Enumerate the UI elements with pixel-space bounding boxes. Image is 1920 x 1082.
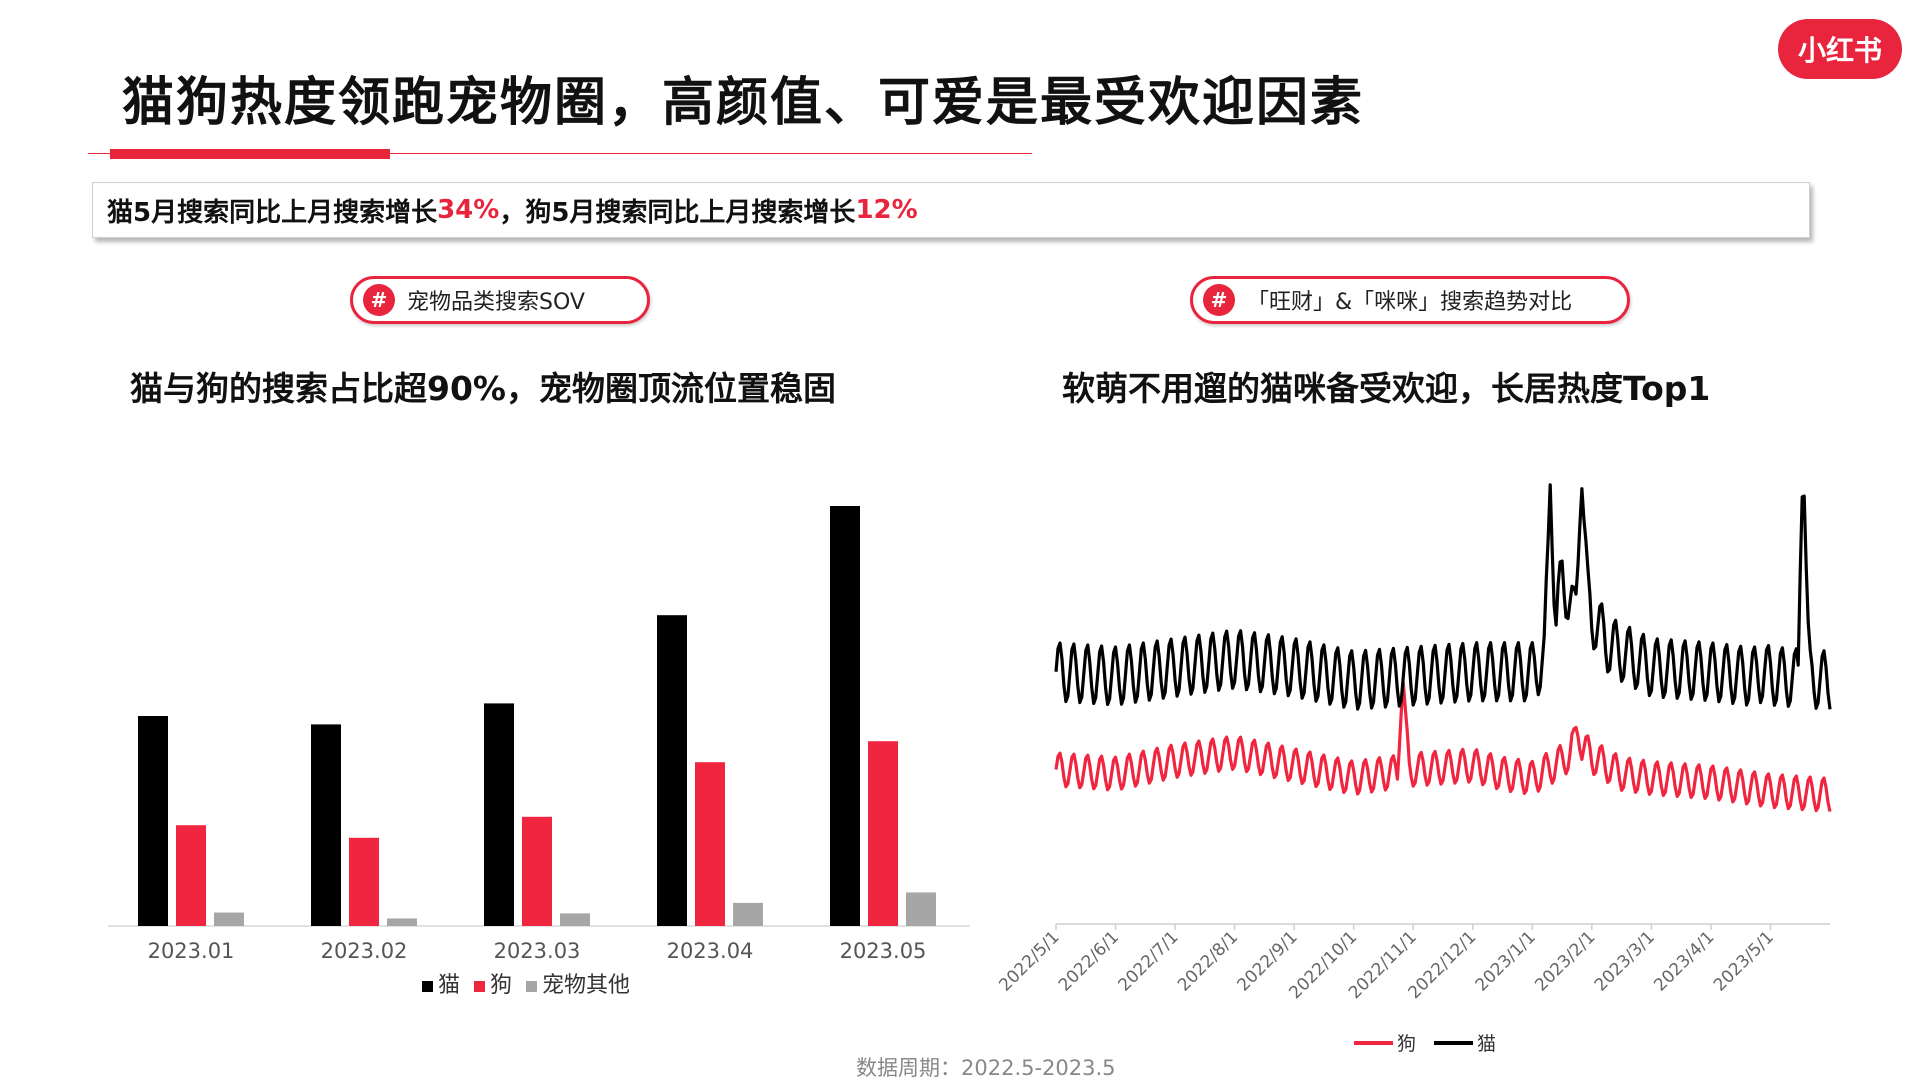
x-tick-label: 2023/2/1 [1531,927,1599,995]
banner-text-cat: 猫5月搜索同比上月搜索增长 [107,197,438,228]
legend-label: 猫 [438,973,460,998]
legend-label: 狗 [490,973,512,998]
bar-2023.02-宠物其他 [387,918,417,926]
legend-swatch-宠物其他 [526,981,537,992]
bar-2023.01-宠物其他 [214,912,244,926]
bar-2023.03-猫 [484,703,514,926]
x-tick-label: 2022/5/1 [995,927,1063,995]
legend-label: 狗 [1397,1033,1416,1055]
right-subtitle: 软萌不用遛的猫咪备受欢迎，长居热度Top1 [1062,369,1711,408]
hashtag-icon: # [363,284,395,316]
legend-label: 猫 [1477,1033,1496,1055]
data-period-note: 数据周期：2022.5-2023.5 [856,1056,1116,1080]
legend-swatch-猫 [422,981,433,992]
x-tick-label: 2023.03 [494,939,581,963]
x-tick-label: 2022/7/1 [1114,927,1182,995]
title-underline [88,153,1032,154]
banner-separator: ， [499,197,526,228]
x-tick-label: 2023.05 [840,939,927,963]
banner-value-dog: 12% [855,195,918,225]
trend-tag: # 「旺财」&「咪咪」搜索趋势对比 [1190,276,1630,324]
highlight-banner: 猫5月搜索同比上月搜索增长 34% ， 狗5月搜索同比上月搜索增长 12% [92,182,1810,238]
left-subtitle: 猫与狗的搜索占比超90%，宠物圈顶流位置稳固 [130,369,836,408]
sov-bar-chart: 2023.01 2023.02 2023.03 2023.04 2023.05 猫 狗 宠物其… [108,506,970,998]
banner-text-dog: 狗5月搜索同比上月搜索增长 [525,197,856,228]
bar-2023.04-狗 [695,762,725,926]
bar-2023.03-宠物其他 [560,913,590,926]
x-tick-label: 2023/5/1 [1710,927,1778,995]
bar-2023.05-猫 [830,506,860,926]
bar-2023.04-猫 [657,615,687,926]
bar-2023.03-狗 [522,816,552,926]
x-tick-label: 2023/4/1 [1650,927,1718,995]
series-line-猫 [1054,483,1832,711]
banner-value-cat: 34% [437,195,500,225]
bar-2023.01-猫 [138,716,168,926]
hashtag-icon: # [1203,284,1235,316]
legend-swatch-狗 [474,981,485,992]
bar-2023.05-狗 [868,741,898,926]
brand-logo: 小红书 [1778,19,1902,79]
x-tick-label: 2023.01 [148,939,235,963]
bar-2023.02-狗 [349,837,379,926]
x-tick-label: 2023.02 [321,939,408,963]
series-line-狗 [1054,681,1832,813]
legend-label: 宠物其他 [542,973,630,998]
x-tick-label: 2023.04 [667,939,754,963]
bar-2023.05-宠物其他 [906,892,936,926]
x-tick-label: 2022/6/1 [1055,927,1123,995]
page-title: 猫狗热度领跑宠物圈，高颜值、可爱是最受欢迎因素 [122,73,1365,133]
bar-2023.04-宠物其他 [733,902,763,926]
bar-2023.01-狗 [176,825,206,926]
bar-2023.02-猫 [311,724,341,926]
sov-tag: # 宠物品类搜索SOV [350,276,650,324]
trend-tag-label: 「旺财」&「咪咪」搜索趋势对比 [1247,290,1573,315]
x-tick-label: 2023/3/1 [1591,927,1659,995]
x-tick-label: 2023/1/1 [1472,927,1540,995]
title-accent-bar [110,149,390,159]
sov-tag-label: 宠物品类搜索SOV [407,290,585,315]
x-tick-label: 2022/8/1 [1174,927,1242,995]
